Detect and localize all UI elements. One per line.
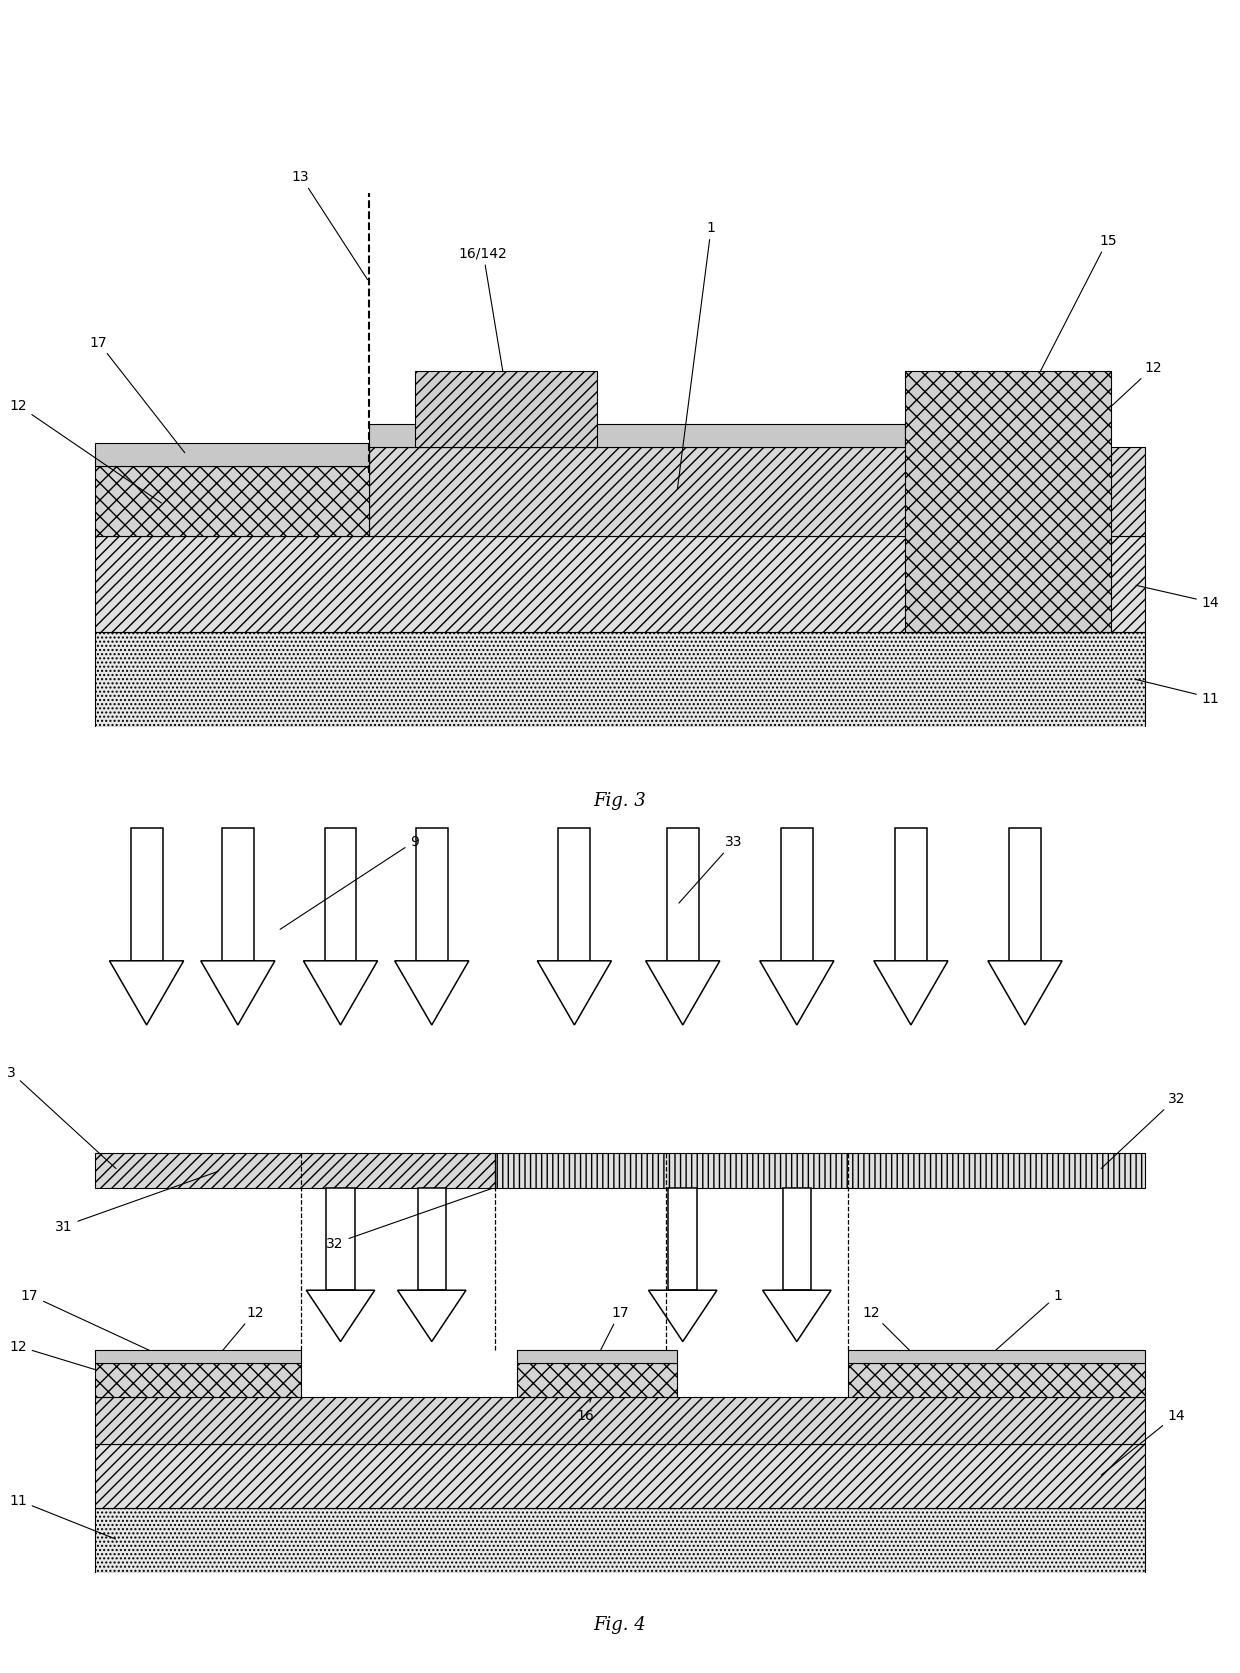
Bar: [848, 1350, 1145, 1363]
Text: 16/142: 16/142: [459, 246, 507, 388]
Text: 11: 11: [9, 1494, 115, 1539]
Text: 1: 1: [677, 221, 715, 490]
Polygon shape: [109, 962, 184, 1026]
Text: 13: 13: [291, 171, 367, 281]
Text: 11: 11: [1136, 681, 1220, 706]
Bar: [95, 632, 1145, 728]
Bar: [848, 1363, 1145, 1397]
Polygon shape: [537, 962, 611, 1026]
Bar: [95, 1363, 300, 1397]
Bar: [370, 425, 905, 448]
Bar: [222, 828, 254, 962]
Bar: [495, 1154, 1145, 1188]
Text: 17: 17: [89, 335, 185, 453]
Polygon shape: [988, 962, 1063, 1026]
Text: Fig. 4: Fig. 4: [594, 1616, 646, 1633]
Bar: [95, 1350, 300, 1363]
Text: 17: 17: [21, 1288, 161, 1357]
Text: 16: 16: [577, 1384, 596, 1422]
Bar: [95, 537, 1145, 632]
Polygon shape: [874, 962, 949, 1026]
Bar: [95, 445, 370, 467]
Text: 31: 31: [55, 1171, 218, 1233]
Bar: [517, 1350, 677, 1363]
Bar: [130, 828, 162, 962]
Polygon shape: [306, 1290, 374, 1342]
Text: 12: 12: [1022, 361, 1162, 490]
Bar: [905, 371, 1111, 632]
Polygon shape: [201, 962, 275, 1026]
Bar: [895, 828, 926, 962]
Polygon shape: [646, 962, 720, 1026]
Text: 1: 1: [965, 1288, 1063, 1379]
Text: 14: 14: [1101, 1407, 1185, 1476]
Text: 9: 9: [280, 835, 419, 930]
Text: 32: 32: [1101, 1091, 1185, 1169]
Polygon shape: [304, 962, 378, 1026]
Bar: [95, 1444, 1145, 1509]
Bar: [95, 1397, 1145, 1444]
Bar: [95, 1154, 495, 1188]
Bar: [1009, 828, 1040, 962]
Bar: [667, 828, 698, 962]
Bar: [415, 828, 448, 962]
Text: 32: 32: [326, 1190, 492, 1251]
Text: 17: 17: [599, 1305, 629, 1355]
Polygon shape: [763, 1290, 831, 1342]
Bar: [95, 1509, 1145, 1573]
Polygon shape: [760, 962, 835, 1026]
Bar: [418, 1188, 446, 1290]
Bar: [668, 1188, 697, 1290]
Text: 15: 15: [1009, 234, 1117, 433]
Text: 12: 12: [862, 1305, 937, 1379]
Text: 12: 12: [9, 1340, 126, 1380]
Bar: [782, 1188, 811, 1290]
Text: Fig. 3: Fig. 3: [594, 791, 646, 810]
Text: 14: 14: [1136, 586, 1219, 611]
Bar: [370, 448, 1145, 537]
Bar: [414, 371, 598, 448]
Bar: [95, 467, 370, 537]
Polygon shape: [398, 1290, 466, 1342]
Bar: [558, 828, 590, 962]
Text: 12: 12: [9, 398, 161, 504]
Polygon shape: [394, 962, 469, 1026]
Text: 3: 3: [6, 1066, 117, 1169]
Text: 12: 12: [200, 1305, 264, 1379]
Polygon shape: [649, 1290, 717, 1342]
Bar: [781, 828, 812, 962]
Bar: [326, 1188, 355, 1290]
Bar: [325, 828, 356, 962]
Text: 33: 33: [678, 835, 743, 903]
Bar: [517, 1363, 677, 1397]
